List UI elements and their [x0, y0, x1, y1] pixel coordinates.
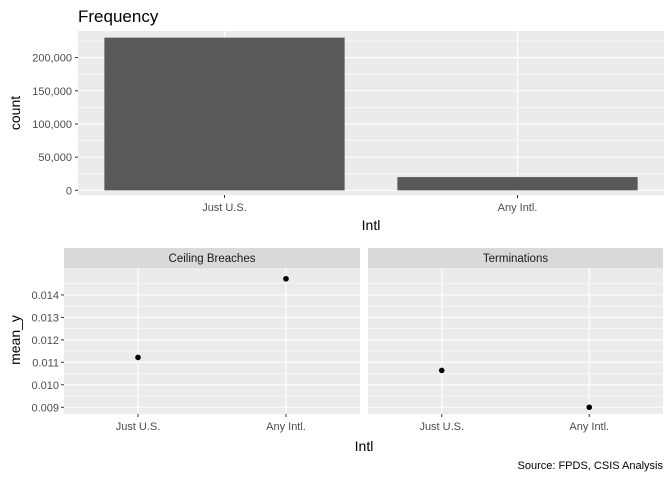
facet-strip	[64, 248, 360, 268]
facet-panel: Ceiling Breaches Just U.S. Any Intl.	[64, 248, 360, 433]
facet-label: Ceiling Breaches	[169, 253, 256, 265]
x-tick-label: Just U.S.	[116, 421, 161, 433]
y-tick-label: 0.013	[31, 312, 59, 324]
y-tick-label: 50,000	[38, 152, 72, 164]
frequency-y-axis-title: count	[7, 96, 23, 130]
x-tick-label: Just U.S.	[202, 202, 247, 214]
source-caption: Source: FPDS, CSIS Analysis	[518, 460, 664, 472]
data-point	[135, 354, 141, 361]
frequency-title: Frequency	[78, 7, 159, 26]
x-tick-label: Any Intl.	[266, 421, 306, 433]
facet-panel: Terminations Just U.S. Any Intl.	[368, 248, 663, 433]
y-tick-label: 0	[66, 185, 72, 197]
x-tick-label: Any Intl.	[569, 421, 609, 433]
y-tick-label: 200,000	[32, 53, 72, 65]
y-tick-label: 0.009	[31, 402, 59, 414]
data-point	[438, 367, 445, 374]
frequency-bars	[104, 37, 638, 191]
y-tick-label: 0.010	[31, 380, 59, 392]
data-point	[283, 275, 289, 282]
mean-y-y-axis-title: mean_y	[7, 315, 23, 365]
y-tick-label: 0.014	[31, 290, 59, 302]
mean-y-y-axis: 0.009 0.010 0.011 0.012 0.013 0.014	[31, 290, 64, 414]
frequency-chart: Frequency 0 50,000 100,000 150,000 200,000 J…	[7, 7, 664, 233]
mean-y-x-axis-title: Intl	[355, 438, 374, 454]
facet-panel-background	[368, 268, 663, 414]
bar	[104, 37, 345, 191]
facet-strip	[368, 248, 663, 268]
facet-panel-background	[64, 268, 360, 414]
y-tick-label: 150,000	[32, 86, 72, 98]
frequency-x-axis-title: Intl	[362, 217, 381, 233]
y-tick-label: 100,000	[32, 119, 72, 131]
y-tick-label: 0.011	[32, 357, 59, 369]
y-tick-label: 0.012	[31, 335, 59, 347]
x-tick-label: Any Intl.	[498, 202, 538, 214]
data-point	[586, 404, 593, 411]
bar	[397, 177, 638, 191]
facet-label: Terminations	[483, 253, 548, 265]
frequency-y-axis: 0 50,000 100,000 150,000 200,000	[32, 53, 78, 197]
frequency-x-axis: Just U.S. Any Intl.	[202, 195, 537, 214]
x-tick-label: Just U.S.	[419, 421, 464, 433]
